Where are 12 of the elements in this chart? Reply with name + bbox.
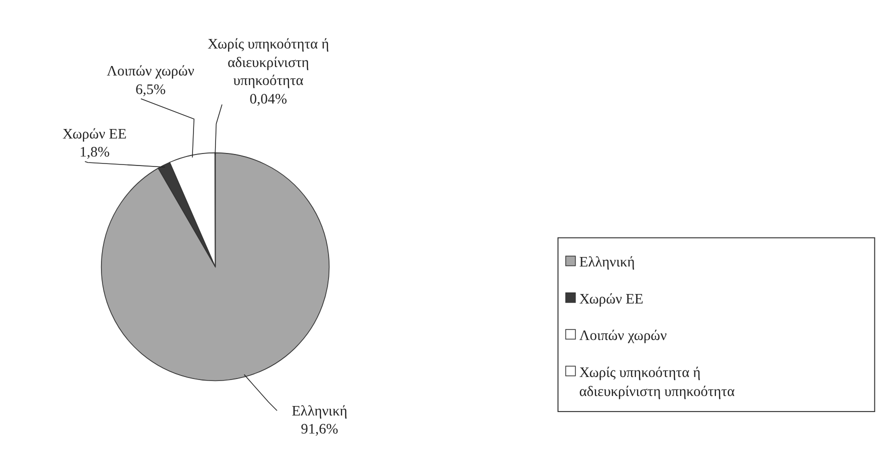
slice-label: Ελληνική bbox=[292, 403, 348, 420]
legend-label: Ελληνική bbox=[579, 254, 635, 271]
slice-label: Χωρών ΕΕ bbox=[62, 126, 127, 142]
slice-label: Χωρίς υπηκοότητα ή αδιευκρίνιστη υπηκοότητα bbox=[208, 36, 330, 90]
data-label: 1,8% bbox=[80, 144, 110, 161]
legend-label: Χωρίς υπηκοότητα ή αδιευκρίνιστη υπηκοότητα bbox=[579, 364, 736, 400]
data-label: 91,6% bbox=[300, 422, 338, 438]
data-label: 0,04% bbox=[250, 92, 288, 108]
slice-label: Λοιπών χωρών bbox=[106, 64, 195, 80]
legend-label: Λοιπών χωρών bbox=[579, 328, 668, 344]
data-label: 6,5% bbox=[136, 82, 166, 98]
legend-label: Χωρών ΕΕ bbox=[579, 291, 644, 308]
